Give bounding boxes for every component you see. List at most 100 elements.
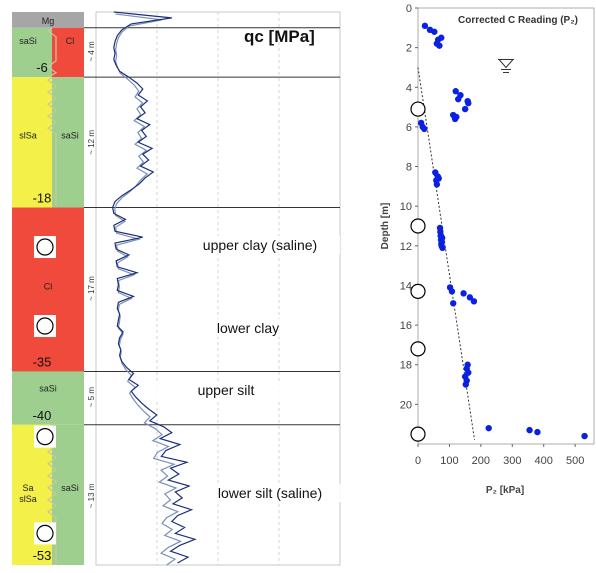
- soil-layer: [12, 27, 52, 78]
- test-marker-circle: [36, 428, 54, 446]
- data-point: [470, 298, 478, 305]
- layer-annotation: upper silt: [198, 382, 255, 398]
- soil-layer: [12, 77, 52, 208]
- soil-code-label: Sa: [22, 483, 33, 493]
- thickness-label: ~ 5 m: [87, 387, 96, 408]
- test-marker-circle: [36, 238, 54, 256]
- layer-bottom-elevation: -18: [33, 191, 52, 206]
- data-point: [421, 125, 428, 133]
- y-tick-label: 18: [400, 360, 412, 372]
- data-point: [433, 181, 441, 188]
- test-marker-circle: [410, 426, 426, 442]
- annotation-backdrop: [168, 319, 328, 337]
- soil-code-label: saSi: [61, 483, 79, 493]
- x-tick-label: 300: [503, 455, 521, 467]
- thickness-label: ~ 17 m: [87, 276, 96, 301]
- test-marker-circle: [36, 317, 54, 335]
- layer-annotation: upper clay (saline): [203, 237, 317, 253]
- data-point: [466, 294, 474, 301]
- soil-code-label: saSi: [61, 130, 79, 140]
- data-point: [461, 105, 469, 113]
- layer-annotation: lower silt (saline): [218, 485, 322, 501]
- y-tick-label: 4: [406, 82, 412, 94]
- test-marker: [34, 236, 56, 259]
- data-point: [436, 42, 443, 49]
- soil-boundary-zigzag: [47, 27, 58, 78]
- soil-layer: [12, 371, 84, 425]
- y-tick-label: 12: [400, 241, 412, 253]
- test-marker-circle: [410, 341, 426, 357]
- thickness-label: ~ 12 m: [87, 130, 96, 155]
- soil-layer: [12, 207, 84, 372]
- trend-line: [417, 67, 476, 441]
- data-point: [431, 28, 438, 35]
- layer-bottom-elevation: -53: [33, 548, 52, 563]
- data-point: [435, 175, 442, 182]
- data-point: [450, 300, 457, 307]
- y-tick-label: 8: [406, 162, 412, 174]
- data-point: [421, 22, 429, 30]
- soil-code-label: slSa: [19, 494, 37, 504]
- x-axis-label: P₂ [kPa]: [486, 485, 524, 496]
- cpt-log-panel: Mg saSi Cl -6 slSa saSi -18 Cl -35 saSi -40 Sa slSa s…: [12, 11, 350, 566]
- y-tick-label: 6: [406, 122, 412, 134]
- y-tick-label: 10: [400, 201, 412, 213]
- x-tick-label: 200: [472, 455, 490, 467]
- layer-bottom-elevation: -40: [33, 408, 52, 423]
- data-point: [438, 34, 445, 41]
- data-point: [453, 113, 460, 121]
- annotation-backdrop: [190, 484, 350, 502]
- data-point: [452, 88, 459, 95]
- soil-code-label: saSi: [19, 36, 37, 46]
- y-tick-label: 16: [400, 320, 412, 332]
- layer-bottom-elevation: -35: [33, 354, 52, 369]
- water-table-icon: [497, 58, 515, 73]
- data-point: [485, 424, 492, 432]
- annotation-backdrop: [146, 381, 306, 399]
- soil-layer: [12, 12, 84, 28]
- soil-code-label: saSi: [39, 383, 57, 393]
- x-tick-label: 400: [535, 455, 553, 467]
- thickness-label: ~ 13 m: [87, 483, 96, 508]
- data-point: [461, 373, 469, 380]
- soil-code-label: Cl: [66, 36, 75, 46]
- scatter-plot-area: [417, 7, 595, 445]
- scatter-title: Corrected C Reading (P₂): [458, 15, 578, 26]
- pressure-chart-panel: 0 2 4 6 8 10 12 14 16 18 20 0 100 200 300 400 500 Depth […: [350, 0, 596, 568]
- qc-trace: [111, 11, 197, 564]
- data-point: [457, 92, 464, 99]
- soil-layer: [52, 77, 84, 208]
- x-tick-label: 100: [440, 455, 458, 467]
- data-point: [439, 234, 446, 242]
- soil-code-label: Cl: [44, 281, 53, 291]
- thickness-label: ~ 4 m: [87, 41, 96, 62]
- soil-layer: [52, 27, 84, 78]
- layer-annotation: lower clay: [217, 320, 279, 336]
- test-marker-circle: [410, 101, 426, 117]
- test-marker: [34, 522, 56, 545]
- test-marker: [34, 315, 56, 338]
- test-marker-circle: [36, 524, 54, 543]
- data-point: [462, 381, 469, 388]
- data-point: [460, 290, 467, 297]
- data-point: [448, 288, 456, 295]
- x-tick-label: 500: [566, 455, 584, 467]
- data-point: [581, 432, 588, 440]
- x-tick-label: 0: [415, 455, 421, 467]
- annotation-backdrop: [180, 236, 340, 254]
- y-tick-label: 20: [400, 399, 412, 411]
- test-marker: [34, 425, 56, 448]
- y-tick-label: 2: [406, 43, 412, 55]
- test-marker-circle: [410, 283, 426, 299]
- y-tick-label: 14: [400, 280, 412, 292]
- soil-code-label: Mg: [42, 16, 55, 26]
- test-marker-circle: [410, 218, 426, 234]
- data-point: [465, 99, 472, 107]
- data-point: [439, 244, 446, 251]
- qc-title: qc [MPa]: [244, 27, 315, 46]
- soil-boundary-zigzag: [47, 76, 57, 207]
- qc-trace-secondary: [114, 13, 183, 566]
- soil-code-label: slSa: [19, 130, 37, 140]
